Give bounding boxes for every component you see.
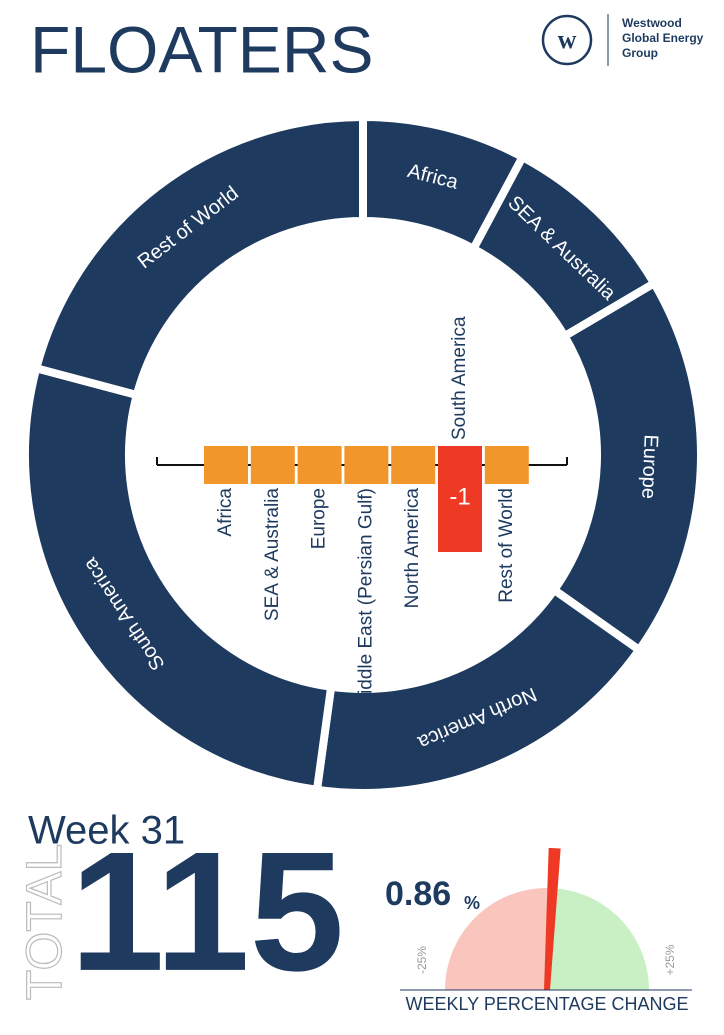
total-label: TOTAL (16, 844, 72, 1001)
bar-category-label: Rest of World (496, 488, 517, 603)
logo-glyph: w (558, 25, 577, 54)
bar-category-label: Europe (309, 488, 330, 549)
bar (204, 446, 248, 484)
bar-value-label: -1 (449, 483, 470, 510)
bar (438, 446, 482, 552)
bar-category-label: Africa (215, 488, 236, 537)
bar (297, 446, 342, 484)
gauge-tick-label: +25% (663, 944, 677, 975)
bar (391, 446, 436, 484)
bar-category-label: South America (449, 316, 470, 440)
bar-category-label: North America (402, 488, 423, 609)
bar (250, 446, 295, 484)
page-title: FLOATERS (30, 12, 374, 86)
logo-text: Global Energy (622, 31, 704, 45)
logo-text: Westwood (622, 16, 682, 30)
donut-segment (548, 277, 705, 656)
total-value: 115 (70, 817, 344, 1007)
week-label: Week 31 (28, 809, 185, 853)
gauge-positive (547, 888, 649, 990)
gauge-title: WEEKLY PERCENTAGE CHANGE (405, 994, 688, 1014)
bar-category-label: Middle East (Persian Gulf) (355, 488, 376, 710)
gauge-needle (544, 847, 561, 991)
gauge-value: 0.86 (385, 875, 451, 913)
donut-segment (31, 112, 367, 400)
gauge-negative (445, 888, 547, 990)
gauge-tick-label: -25% (415, 946, 429, 974)
logo-text: Group (622, 46, 658, 60)
segment-label: Europe (637, 434, 662, 499)
logo-mark (541, 14, 593, 66)
bar (484, 446, 529, 484)
bar (344, 446, 389, 484)
gauge-unit: % (464, 893, 480, 913)
bar-category-label: SEA & Australia (262, 488, 283, 622)
donut-segment (21, 363, 336, 795)
